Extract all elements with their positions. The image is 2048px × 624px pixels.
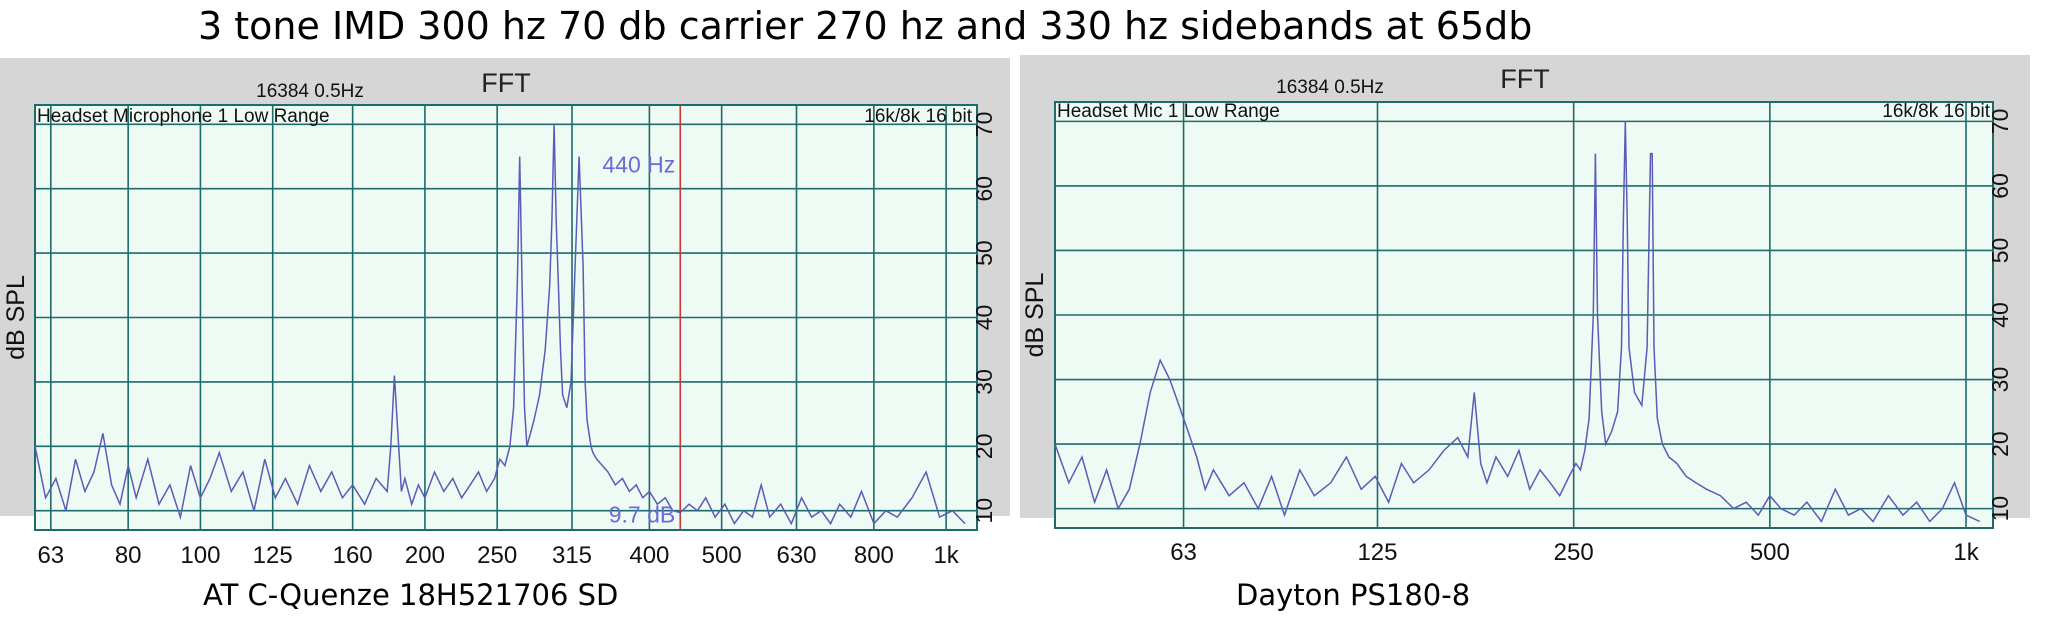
chart1-cursor-level-label: 9.7 dB bbox=[609, 501, 676, 527]
chart2-y-tick-70: 70 bbox=[1987, 109, 2013, 135]
chart1-y-tick-40: 40 bbox=[971, 305, 997, 331]
chart2-y-tick-10: 10 bbox=[1987, 496, 2013, 522]
chart2-y-tick-20: 20 bbox=[1987, 431, 2013, 457]
chart1-y-tick-50: 50 bbox=[971, 240, 997, 266]
chart1-x-tick-100: 100 bbox=[180, 542, 220, 569]
left-chart-caption: AT C-Quenze 18H521706 SD bbox=[203, 578, 619, 612]
chart1-x-tick-200: 200 bbox=[405, 542, 445, 569]
chart2-fft-settings: 16384 0.5Hz bbox=[1276, 77, 1384, 98]
chart1-x-tick-400: 400 bbox=[629, 542, 669, 569]
chart1-spectrum-line bbox=[34, 124, 966, 526]
chart2-y-tick-30: 30 bbox=[1987, 367, 2013, 393]
chart2-x-tick-250: 250 bbox=[1554, 539, 1594, 566]
chart2-device-label: Headset Mic 1 Low Range bbox=[1057, 101, 1280, 122]
chart2-y-tick-40: 40 bbox=[1987, 302, 2013, 328]
chart1-plot-title: FFT bbox=[481, 68, 530, 98]
chart1-x-tick-630: 630 bbox=[776, 542, 816, 569]
chart2-y-axis-label: dB SPL bbox=[1021, 273, 1049, 358]
chart2-x-tick-500: 500 bbox=[1750, 539, 1790, 566]
chart1-x-tick-800: 800 bbox=[854, 542, 894, 569]
chart1-y-tick-20: 20 bbox=[971, 433, 997, 459]
chart1-device-label: Headset Microphone 1 Low Range bbox=[37, 106, 330, 127]
chart2-plot-title: FFT bbox=[1500, 64, 1549, 94]
chart2-y-tick-50: 50 bbox=[1987, 238, 2013, 264]
chart1-format-label: 16k/8k 16 bit bbox=[864, 106, 972, 127]
chart1-y-axis-label: dB SPL bbox=[2, 275, 30, 360]
chart1-x-tick-160: 160 bbox=[333, 542, 373, 569]
chart1-y-tick-30: 30 bbox=[971, 369, 997, 395]
chart1-y-tick-60: 60 bbox=[971, 176, 997, 202]
chart2-y-tick-60: 60 bbox=[1987, 173, 2013, 199]
chart1-x-tick-500: 500 bbox=[702, 542, 742, 569]
chart2-x-tick-63: 63 bbox=[1170, 539, 1197, 566]
chart2-x-tick-125: 125 bbox=[1357, 539, 1397, 566]
chart1-fft-settings: 16384 0.5Hz bbox=[256, 81, 364, 102]
chart2-x-tick-1k: 1k bbox=[1953, 539, 1979, 566]
chart2-spectrum-line bbox=[1054, 121, 1981, 523]
chart1-y-tick-70: 70 bbox=[971, 112, 997, 138]
chart1-cursor-freq-label: 440 Hz bbox=[602, 152, 675, 178]
chart1-x-tick-315: 315 bbox=[552, 542, 592, 569]
right-chart-caption: Dayton PS180-8 bbox=[1236, 578, 1471, 612]
chart1-x-tick-250: 250 bbox=[477, 542, 517, 569]
chart1-x-tick-125: 125 bbox=[253, 542, 293, 569]
chart1-x-tick-1k: 1k bbox=[933, 542, 959, 569]
chart2-format-label: 16k/8k 16 bit bbox=[1882, 101, 1990, 122]
figure-title: 3 tone IMD 300 hz 70 db carrier 270 hz a… bbox=[198, 4, 1533, 48]
chart1-y-tick-10: 10 bbox=[971, 498, 997, 524]
chart1-x-tick-63: 63 bbox=[37, 542, 64, 569]
chart1-x-tick-80: 80 bbox=[115, 542, 142, 569]
